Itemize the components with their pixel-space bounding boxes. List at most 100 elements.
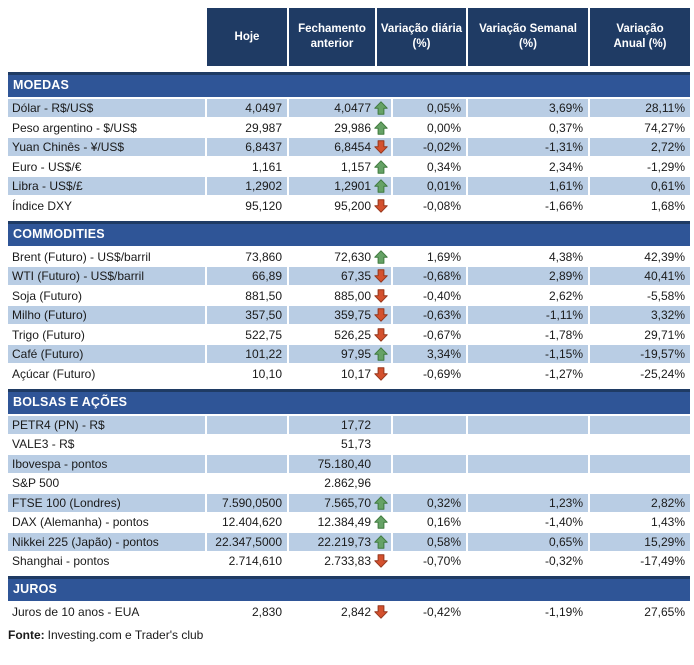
weekly-change-value: 1,23% (468, 493, 588, 512)
daily-change-value: 1,69% (426, 249, 461, 264)
table-row: Euro - US$/€ 1,161 1,157 0,34% 2,34% -1,29% (8, 158, 690, 176)
column-header-variacao-semanal: Variação Semanal (%) (468, 8, 588, 66)
annual-change-value: 0,61% (590, 177, 690, 195)
arrow-placeholder (371, 474, 391, 492)
annual-change-value: -1,29% (646, 159, 685, 174)
down-arrow-icon (371, 603, 391, 621)
previous-close-number: 12.384,49 (317, 515, 371, 529)
annual-change-value: 1,43% (650, 515, 685, 529)
table-row: Açúcar (Futuro) 10,10 10,17 -0,69% -1,27% -25… (8, 365, 690, 383)
up-arrow-icon (371, 513, 391, 531)
table-row: Milho (Futuro) 357,50 359,75 -0,63% -1,11% 3,… (8, 306, 690, 324)
row-label: Café (Futuro) (8, 345, 205, 363)
previous-close-value: 17,72 (289, 415, 391, 434)
table-row: DAX (Alemanha) - pontos 12.404,620 12.384,… (8, 513, 690, 531)
daily-change-value: -0,02% (393, 138, 466, 156)
header-empty-cell (8, 8, 205, 66)
arrow-placeholder (371, 416, 391, 434)
today-value (207, 415, 287, 434)
daily-change-value: -0,70% (422, 554, 461, 568)
row-label: FTSE 100 (Londres) (8, 493, 205, 512)
previous-close-number: 4,0477 (334, 101, 371, 115)
row-label: S&P 500 (12, 476, 60, 490)
row-label: Euro - US$/€ (12, 159, 82, 174)
annual-change-value (590, 454, 690, 473)
down-arrow-icon (371, 287, 391, 305)
table-row: Nikkei 225 (Japão) - pontos 22.347,5000 22… (8, 532, 690, 551)
annual-change-value: 3,32% (590, 306, 690, 324)
down-arrow-icon (371, 267, 391, 285)
previous-close-number: 885,00 (334, 288, 371, 303)
weekly-change-value: -1,31% (468, 138, 588, 156)
row-label: Brent (Futuro) - US$/barril (12, 249, 151, 264)
previous-close-value: 6,8454 (289, 138, 391, 156)
previous-close-number: 97,95 (340, 347, 371, 361)
table-row: Café (Futuro) 101,22 97,95 3,34% -1,15% -19,5… (8, 345, 690, 363)
previous-close-value: 67,35 (289, 267, 391, 285)
daily-change-value (393, 415, 466, 434)
today-value: 95,120 (245, 198, 282, 213)
daily-change-value (393, 435, 466, 453)
weekly-change-value: 1,61% (468, 177, 588, 195)
row-label: WTI (Futuro) - US$/barril (8, 267, 205, 285)
today-value: 22.347,5000 (207, 532, 287, 551)
previous-close-value: 22.219,73 (289, 532, 391, 551)
today-value: 101,22 (207, 345, 287, 363)
weekly-change-value: -1,78% (544, 327, 583, 342)
column-header-hoje: Hoje (207, 8, 287, 66)
down-arrow-icon (371, 365, 391, 383)
table-row: Brent (Futuro) - US$/barril 73,860 72,630 1… (8, 248, 690, 266)
today-value: 357,50 (207, 306, 287, 324)
annual-change-value: 1,68% (650, 198, 685, 213)
previous-close-value: 359,75 (289, 306, 391, 324)
table-row: Trigo (Futuro) 522,75 526,25 -0,67% -1,78% 29… (8, 326, 690, 344)
row-label: Dólar - R$/US$ (8, 99, 205, 117)
row-label: Milho (Futuro) (8, 306, 205, 324)
table-row: PETR4 (PN) - R$ 17,72 (8, 415, 690, 434)
daily-change-value: -0,67% (422, 327, 461, 342)
annual-change-value: 29,71% (644, 327, 685, 342)
row-label: Ibovespa - pontos (8, 454, 205, 473)
row-label: PETR4 (PN) - R$ (8, 415, 205, 434)
annual-change-value: 42,39% (644, 249, 685, 264)
today-value: 1,161 (251, 159, 282, 174)
weekly-change-value: -1,66% (544, 198, 583, 213)
annual-change-value (590, 474, 690, 492)
previous-close-value: 526,25 (289, 326, 391, 344)
table-row: Yuan Chinês - ¥/US$ 6,8437 6,8454 -0,02% -1,… (8, 138, 690, 156)
table-row: Juros de 10 anos - EUA 2,830 2,842 -0,42% -1… (8, 603, 690, 621)
previous-close-value: 10,17 (289, 365, 391, 383)
daily-change-value: 0,16% (426, 515, 461, 529)
column-header-variacao-diaria: Variação diária (%) (377, 8, 466, 66)
column-header-fechamento: Fechamento anterior (289, 8, 375, 66)
previous-close-value: 75.180,40 (289, 454, 391, 473)
weekly-change-value: 2,34% (548, 159, 583, 174)
weekly-change-value (468, 474, 588, 492)
previous-close-value: 2.862,96 (289, 474, 391, 492)
previous-close-number: 2.862,96 (324, 476, 371, 490)
daily-change-value: 0,01% (393, 177, 466, 195)
weekly-change-value: -0,32% (544, 554, 583, 568)
previous-close-number: 29,986 (334, 120, 371, 135)
previous-close-number: 22.219,73 (317, 534, 371, 549)
daily-change-value: 0,32% (393, 493, 466, 512)
weekly-change-value: 4,38% (548, 249, 583, 264)
down-arrow-icon (371, 197, 391, 215)
down-arrow-icon (371, 138, 391, 156)
daily-change-value: 0,34% (426, 159, 461, 174)
previous-close-value: 7.565,70 (289, 493, 391, 512)
daily-change-value: -0,63% (393, 306, 466, 324)
up-arrow-icon (371, 99, 391, 117)
table-row: Ibovespa - pontos 75.180,40 (8, 454, 690, 473)
previous-close-number: 67,35 (340, 269, 371, 283)
table-row: S&P 500 2.862,96 (8, 474, 690, 492)
previous-close-number: 95,200 (334, 198, 371, 213)
previous-close-number: 2,842 (340, 605, 371, 619)
row-label: Libra - US$/£ (8, 177, 205, 195)
previous-close-number: 6,8454 (334, 140, 371, 154)
table-row: Dólar - R$/US$ 4,0497 4,0477 0,05% 3,69% 28,1… (8, 99, 690, 117)
previous-close-number: 51,73 (340, 437, 371, 451)
today-value: 2,830 (251, 605, 282, 619)
up-arrow-icon (371, 177, 391, 195)
daily-change-value: 0,05% (393, 99, 466, 117)
